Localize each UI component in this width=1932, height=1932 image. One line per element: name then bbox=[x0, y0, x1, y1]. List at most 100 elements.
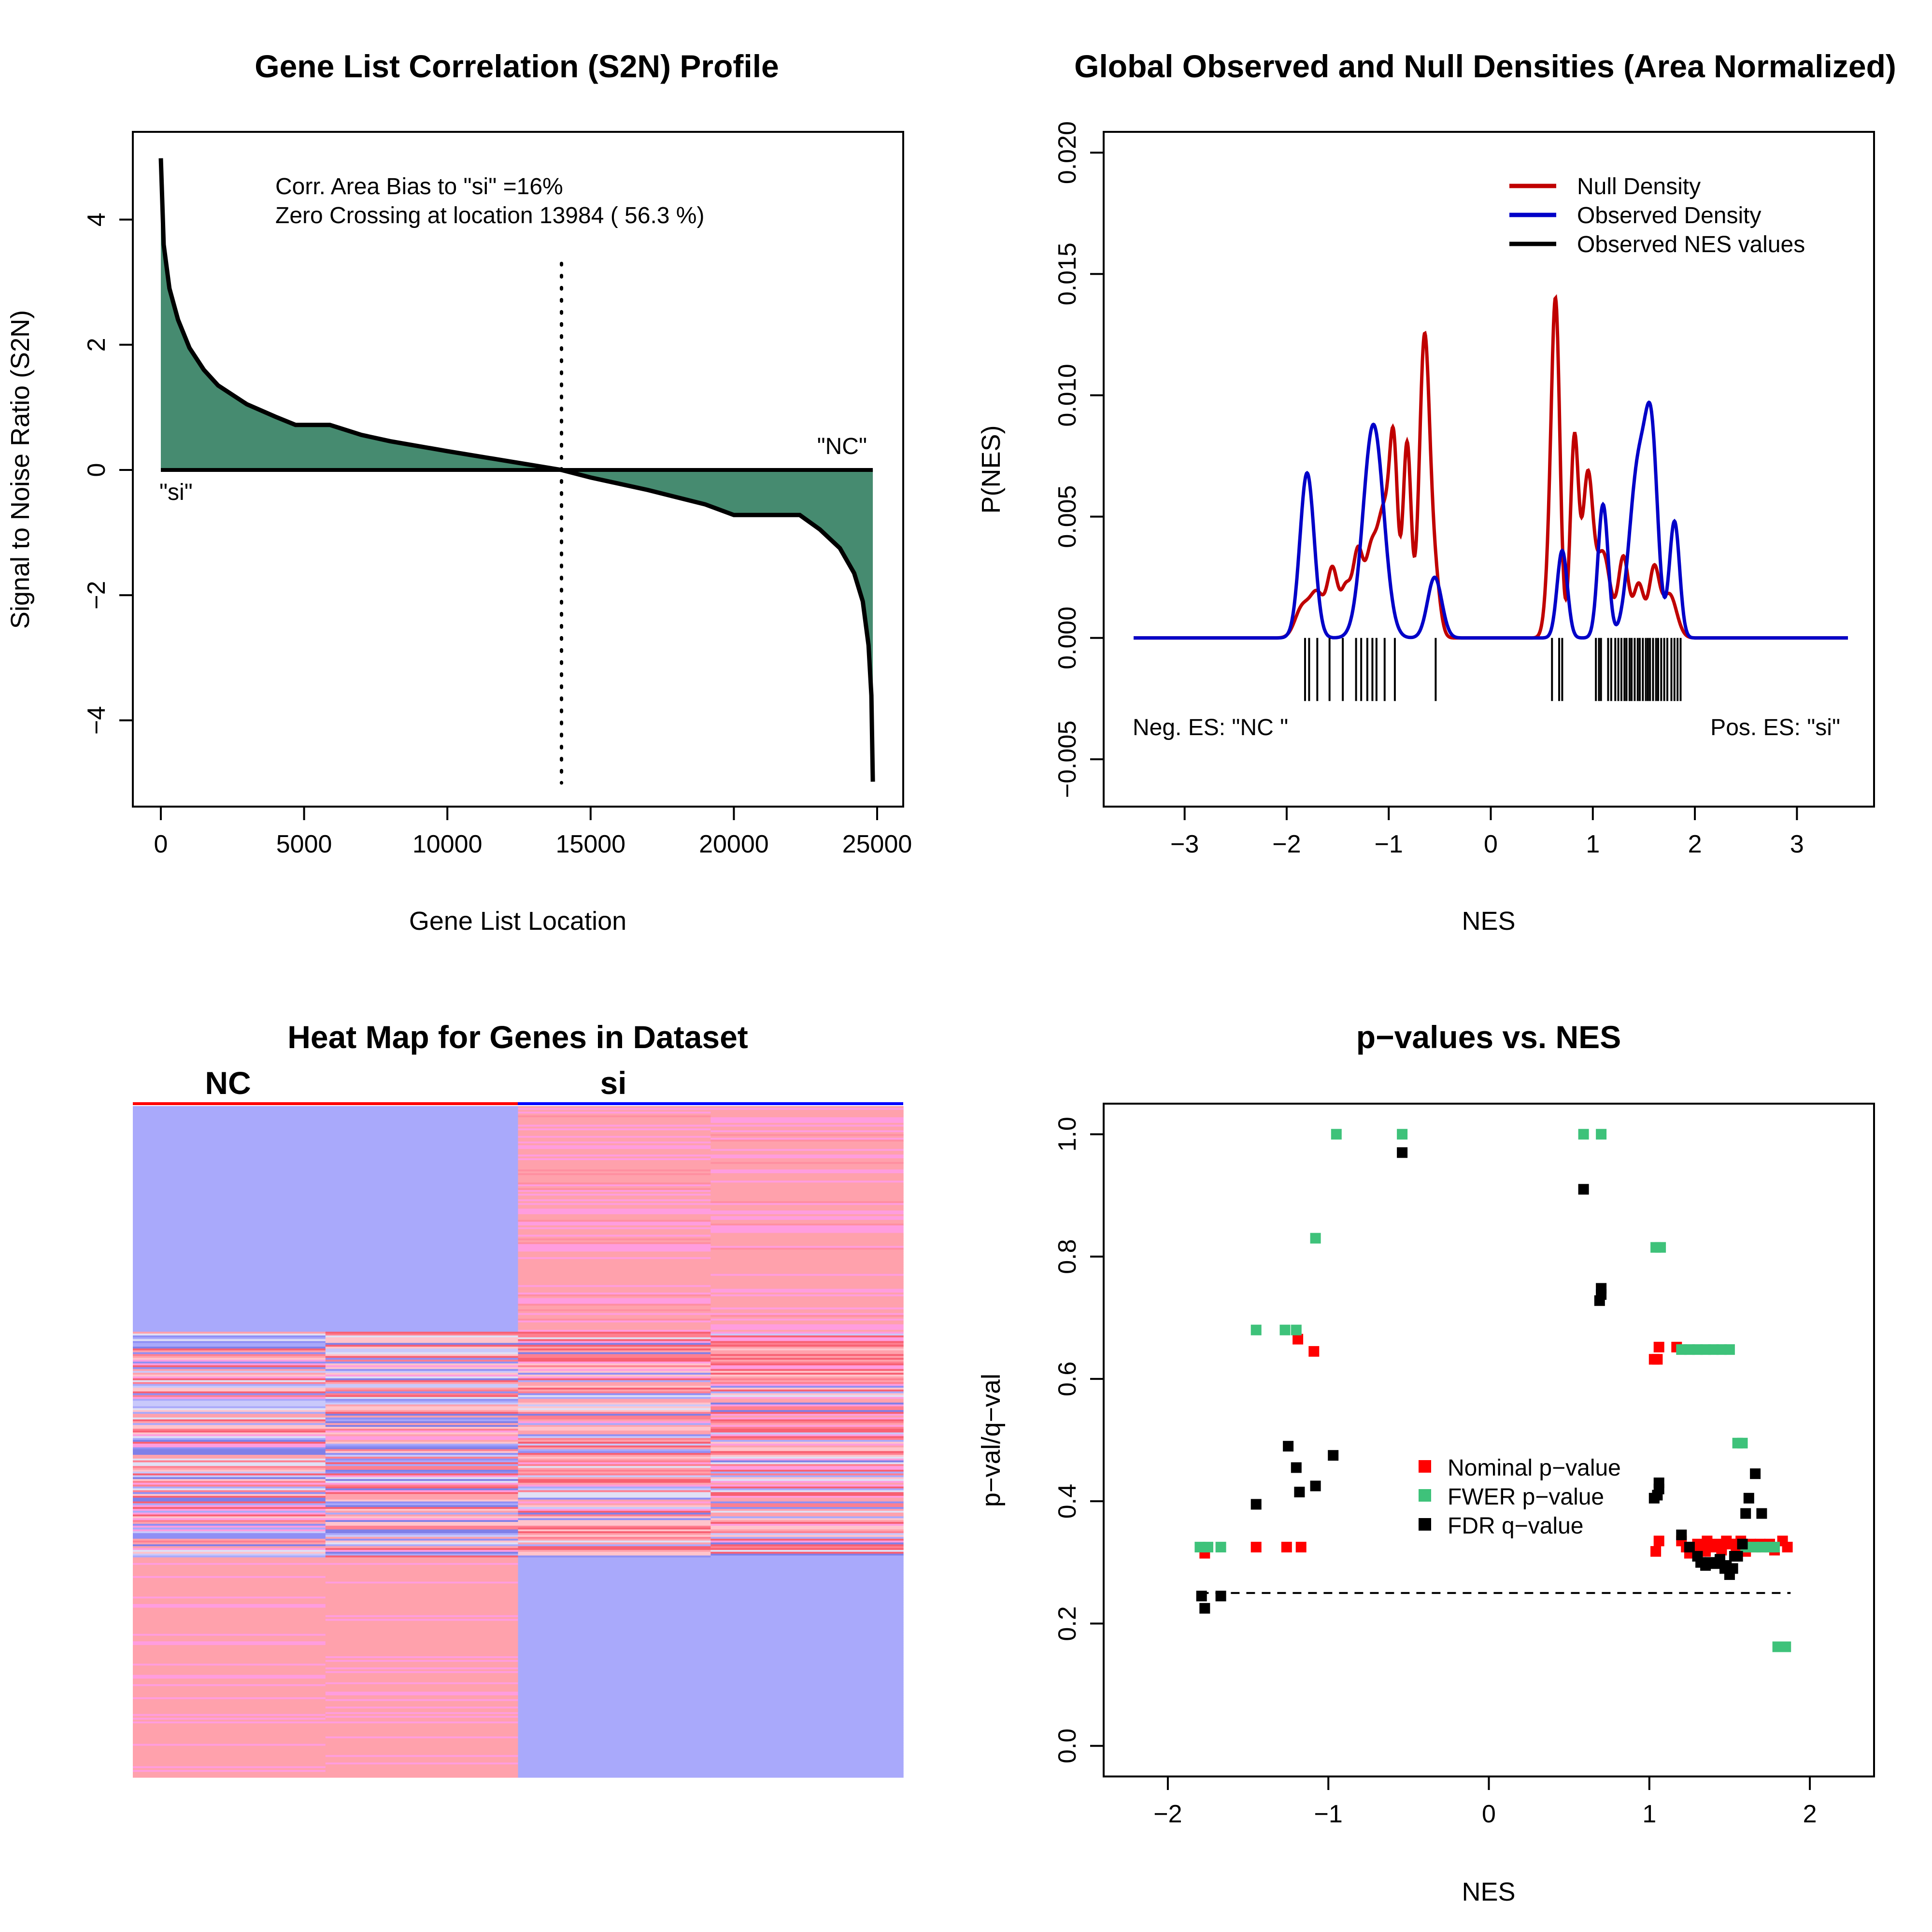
heatmap-cell bbox=[133, 1654, 326, 1657]
heatmap-cell bbox=[325, 1210, 519, 1213]
heatmap-cell bbox=[710, 1531, 904, 1534]
pvalue-x-label: NES bbox=[1462, 1877, 1515, 1906]
heatmap-cell bbox=[518, 1583, 711, 1586]
heatmap-cell bbox=[325, 1774, 519, 1776]
s2n-profile-panel: Gene List Correlation (S2N) Profile Gene… bbox=[6, 48, 912, 936]
heatmap-cell bbox=[133, 1740, 326, 1743]
heatmap-cell bbox=[133, 1421, 326, 1423]
heatmap-cell bbox=[133, 1706, 326, 1709]
s2n-y-tick-label: 4 bbox=[83, 213, 111, 227]
heatmap-cell bbox=[710, 1494, 904, 1496]
heatmap-cell bbox=[518, 1574, 711, 1577]
heatmap-cell bbox=[133, 1544, 326, 1547]
heatmap-cell bbox=[325, 1347, 519, 1349]
heatmap-cell bbox=[518, 1660, 711, 1662]
heatmap-cell bbox=[325, 1458, 519, 1461]
heatmap-cell bbox=[133, 1222, 326, 1224]
heatmap-cell bbox=[710, 1710, 904, 1713]
heatmap-cell bbox=[133, 1242, 326, 1245]
heatmap-cell bbox=[518, 1514, 711, 1517]
heatmap-cell bbox=[710, 1611, 904, 1614]
fdr-qvalue-point bbox=[1729, 1551, 1740, 1562]
heatmap-cell bbox=[518, 1456, 711, 1459]
heatmap-cell bbox=[710, 1701, 904, 1704]
heatmap-cell bbox=[710, 1561, 904, 1563]
heatmap-cell bbox=[518, 1512, 711, 1515]
heatmap-cell bbox=[710, 1518, 904, 1520]
heatmap-cell bbox=[710, 1592, 904, 1595]
heatmap-cell bbox=[325, 1602, 519, 1605]
heatmap-cell bbox=[710, 1549, 904, 1552]
heatmap-cell bbox=[518, 1179, 711, 1181]
heatmap-cell bbox=[133, 1220, 326, 1222]
heatmap-cell bbox=[325, 1703, 519, 1705]
fwer-pvalue-point bbox=[1772, 1641, 1783, 1652]
heatmap-cell bbox=[133, 1462, 326, 1464]
heatmap-cell bbox=[710, 1753, 904, 1756]
heatmap-cell bbox=[325, 1438, 519, 1440]
heatmap-cell bbox=[133, 1690, 326, 1692]
heatmap-cell bbox=[710, 1278, 904, 1280]
heatmap-cell bbox=[518, 1499, 711, 1502]
heatmap-cell bbox=[518, 1525, 711, 1528]
fwer-pvalue-point bbox=[1700, 1344, 1711, 1355]
heatmap-cell bbox=[710, 1442, 904, 1444]
heatmap-cell bbox=[518, 1673, 711, 1676]
heatmap-cell bbox=[518, 1523, 711, 1526]
heatmap-cell bbox=[518, 1352, 711, 1355]
heatmap-cell bbox=[325, 1503, 519, 1506]
heatmap-cell bbox=[518, 1322, 711, 1325]
heatmap-cell bbox=[518, 1145, 711, 1148]
heatmap-cell bbox=[133, 1652, 326, 1655]
heatmap-cell bbox=[518, 1492, 711, 1494]
heatmap-cell bbox=[325, 1343, 519, 1345]
heatmap-cell bbox=[133, 1268, 326, 1271]
heatmap-cell bbox=[710, 1746, 904, 1748]
heatmap-cell bbox=[710, 1180, 904, 1183]
heatmap-cell bbox=[518, 1510, 711, 1513]
heatmap-cell bbox=[133, 1334, 326, 1336]
heatmap-cell bbox=[518, 1648, 711, 1651]
heatmap-cell bbox=[133, 1203, 326, 1206]
heatmap-cell bbox=[133, 1514, 326, 1517]
heatmap-cell bbox=[325, 1222, 519, 1224]
heatmap-cell bbox=[325, 1274, 519, 1276]
heatmap-cell bbox=[133, 1307, 326, 1310]
heatmap-cell bbox=[518, 1505, 711, 1507]
heatmap-cell bbox=[518, 1373, 711, 1375]
heatmap-cell bbox=[325, 1287, 519, 1289]
heatmap-cell bbox=[518, 1343, 711, 1345]
heatmap-cell bbox=[325, 1468, 519, 1470]
heatmap-cell bbox=[710, 1264, 904, 1267]
heatmap-cell bbox=[710, 1227, 904, 1230]
heatmap-cell bbox=[133, 1764, 326, 1767]
heatmap-cell bbox=[325, 1218, 519, 1221]
heatmap-cell bbox=[710, 1122, 904, 1125]
heatmap-cell bbox=[518, 1542, 711, 1545]
heatmap-cell bbox=[710, 1635, 904, 1638]
heatmap-cell bbox=[325, 1257, 519, 1260]
heatmap-cell bbox=[133, 1363, 326, 1366]
heatmap-cell bbox=[133, 1738, 326, 1741]
heatmap-cell bbox=[710, 1330, 904, 1332]
heatmap-cell bbox=[133, 1708, 326, 1711]
heatmap-cell bbox=[518, 1151, 711, 1153]
heatmap-cell bbox=[518, 1130, 711, 1133]
pvalue-title: p−values vs. NES bbox=[1356, 1019, 1621, 1055]
heatmap-cell bbox=[133, 1235, 326, 1237]
heatmap-cell bbox=[325, 1182, 519, 1185]
heatmap-cell bbox=[325, 1156, 519, 1159]
heatmap-cell bbox=[133, 1229, 326, 1232]
heatmap-cell bbox=[325, 1591, 519, 1593]
heatmap-cell bbox=[325, 1622, 519, 1625]
heatmap-cell bbox=[133, 1774, 326, 1776]
heatmap-cell bbox=[518, 1203, 711, 1206]
heatmap-cell bbox=[325, 1293, 519, 1295]
heatmap-cell bbox=[325, 1757, 519, 1759]
heatmap-cell bbox=[133, 1343, 326, 1345]
heatmap-cell bbox=[133, 1592, 326, 1595]
heatmap-cell bbox=[133, 1248, 326, 1250]
heatmap-cell bbox=[133, 1302, 326, 1304]
heatmap-cell bbox=[325, 1395, 519, 1397]
